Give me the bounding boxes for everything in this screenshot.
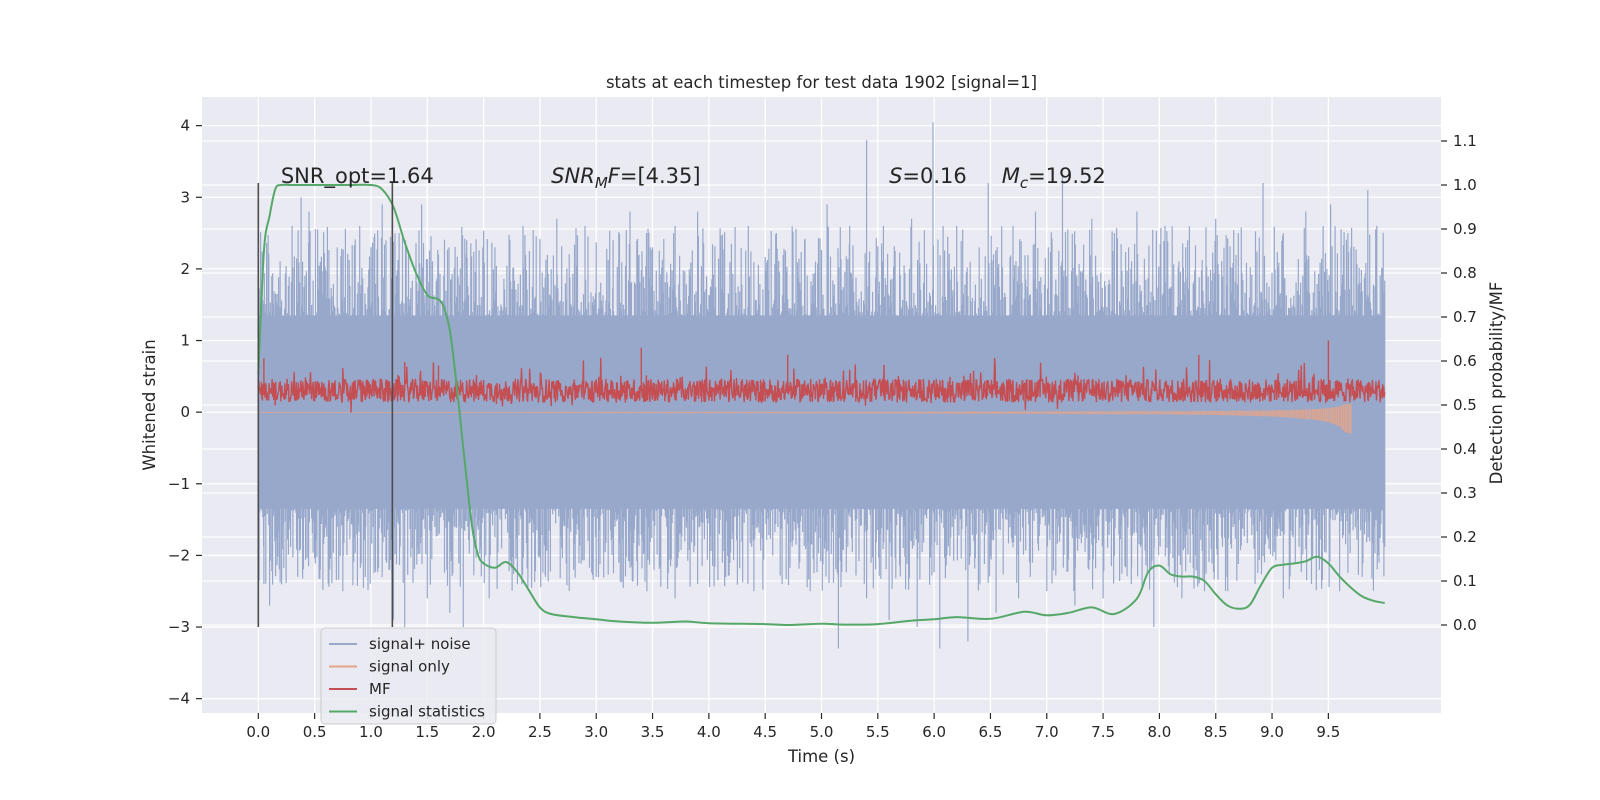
y-right-tick-label: 0.4 xyxy=(1453,440,1477,458)
x-tick-label: 4.0 xyxy=(697,723,721,741)
y-left-tick-label: 0 xyxy=(180,403,190,421)
annotation-text: SNRMF=[4.35] xyxy=(551,164,700,192)
y-right-tick-label: 0.5 xyxy=(1453,396,1477,414)
y-right-tick-label: 0.3 xyxy=(1453,484,1477,502)
y-right-tick-label: 0.8 xyxy=(1453,264,1477,282)
x-axis-ticks: 0.0 0.5 1.0 1.5 2.0 2.5 3.0 3.5 4.0 4.5 5.0 5.5 6.0 6… xyxy=(246,713,1340,741)
y-left-tick-label: −4 xyxy=(168,690,190,708)
vertical-markers xyxy=(257,182,394,628)
x-tick-label: 3.5 xyxy=(641,723,665,741)
y-left-tick-label: 2 xyxy=(180,260,190,278)
y-left-tick-label: −1 xyxy=(168,475,190,493)
y-right-axis-ticks: 0.0 0.1 0.2 0.3 0.4 0.5 0.6 0.7 0.8 0.9 1.0 1.1 xyxy=(1441,132,1477,634)
y-right-tick-label: 0.9 xyxy=(1453,220,1477,238)
y-left-tick-label: −3 xyxy=(168,618,190,636)
y-right-tick-label: 0.6 xyxy=(1453,352,1477,370)
x-tick-label: 9.5 xyxy=(1316,723,1340,741)
x-tick-label: 7.5 xyxy=(1091,723,1115,741)
x-tick-label: 4.5 xyxy=(753,723,777,741)
series-signal-statistics xyxy=(257,183,1385,627)
legend-label: signal statistics xyxy=(369,703,485,721)
annotation-text: S=0.16 xyxy=(889,164,967,188)
y-left-axis-ticks: −4 −3 −2 −1 0 1 2 3 4 xyxy=(168,117,202,708)
y-left-axis-label: Whitened strain xyxy=(140,339,159,470)
series-layer xyxy=(257,122,1386,649)
y-right-tick-label: 1.0 xyxy=(1453,176,1477,194)
x-tick-label: 6.5 xyxy=(979,723,1003,741)
annotation-text: Mc=19.52 xyxy=(1002,164,1106,192)
x-tick-label: 9.0 xyxy=(1260,723,1284,741)
y-right-tick-label: 1.1 xyxy=(1453,132,1477,150)
y-right-tick-label: 0.7 xyxy=(1453,308,1477,326)
x-tick-label: 5.5 xyxy=(866,723,890,741)
x-tick-label: 1.0 xyxy=(359,723,383,741)
chart-title: stats at each timestep for test data 190… xyxy=(606,73,1037,92)
x-tick-label: 1.5 xyxy=(415,723,439,741)
x-tick-label: 7.0 xyxy=(1035,723,1059,741)
x-tick-label: 8.0 xyxy=(1147,723,1171,741)
y-left-tick-label: −2 xyxy=(168,546,190,564)
annotations: SNR_opt=1.64 SNRMF=[4.35] S=0.16 Mc=19.52 xyxy=(281,164,1106,192)
y-left-tick-label: 1 xyxy=(180,332,190,350)
x-tick-label: 0.0 xyxy=(246,723,270,741)
x-tick-label: 6.0 xyxy=(922,723,946,741)
x-tick-label: 2.5 xyxy=(528,723,552,741)
y-right-tick-label: 0.0 xyxy=(1453,616,1477,634)
legend-label: signal+ noise xyxy=(369,635,471,653)
x-tick-label: 3.0 xyxy=(584,723,608,741)
x-tick-label: 0.5 xyxy=(303,723,327,741)
legend: signal+ noise signal only MF signal statist… xyxy=(320,627,497,725)
legend-label: MF xyxy=(369,680,391,698)
series-mf xyxy=(257,340,1386,413)
legend-label: signal only xyxy=(369,658,450,676)
x-tick-label: 8.5 xyxy=(1204,723,1228,741)
x-tick-label: 2.0 xyxy=(472,723,496,741)
x-tick-label: 5.0 xyxy=(810,723,834,741)
y-right-tick-label: 0.1 xyxy=(1453,572,1477,590)
y-right-axis-label: Detection probability/MF xyxy=(1487,282,1506,485)
y-left-tick-label: 3 xyxy=(180,188,190,206)
legend-box xyxy=(320,627,497,725)
y-left-tick-label: 4 xyxy=(180,117,190,135)
x-axis-label: Time (s) xyxy=(787,747,855,766)
y-right-tick-label: 0.2 xyxy=(1453,528,1477,546)
annotation-text: SNR_opt=1.64 xyxy=(281,164,434,189)
